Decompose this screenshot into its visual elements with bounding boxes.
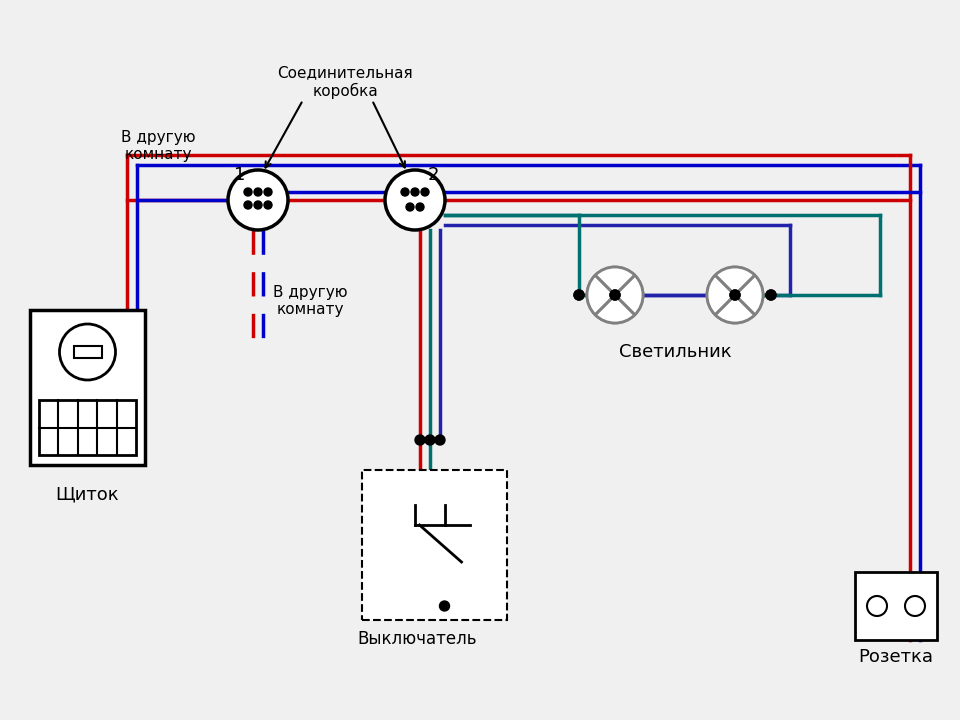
Bar xyxy=(39,400,136,455)
Circle shape xyxy=(416,203,424,211)
Bar xyxy=(855,572,937,640)
Circle shape xyxy=(766,290,776,300)
Circle shape xyxy=(574,290,584,300)
Text: Светильник: Светильник xyxy=(618,343,732,361)
Text: 1: 1 xyxy=(234,166,246,184)
Bar xyxy=(74,346,102,358)
Circle shape xyxy=(60,324,115,380)
Circle shape xyxy=(707,267,763,323)
Circle shape xyxy=(610,290,620,300)
Circle shape xyxy=(730,290,740,300)
Circle shape xyxy=(587,267,643,323)
Circle shape xyxy=(385,170,445,230)
Circle shape xyxy=(610,290,620,300)
Circle shape xyxy=(440,601,449,611)
Circle shape xyxy=(228,170,288,230)
Circle shape xyxy=(574,290,584,300)
Bar xyxy=(30,310,145,465)
Circle shape xyxy=(707,267,763,323)
Text: Розетка: Розетка xyxy=(858,648,933,666)
Text: Соединительная
коробка: Соединительная коробка xyxy=(277,65,413,99)
Text: В другую
комнату: В другую комнату xyxy=(121,130,195,163)
Circle shape xyxy=(411,188,419,196)
Circle shape xyxy=(766,290,776,300)
Circle shape xyxy=(730,290,740,300)
Circle shape xyxy=(867,596,887,616)
Bar xyxy=(362,470,507,620)
Text: 2: 2 xyxy=(427,166,439,184)
Circle shape xyxy=(435,435,445,445)
Text: Щиток: Щиток xyxy=(56,485,119,503)
Circle shape xyxy=(244,188,252,196)
Circle shape xyxy=(587,267,643,323)
Text: В другую
комнату: В другую комнату xyxy=(273,285,348,318)
Circle shape xyxy=(244,201,252,209)
Circle shape xyxy=(264,201,272,209)
Circle shape xyxy=(264,188,272,196)
Circle shape xyxy=(254,201,262,209)
Text: Выключатель: Выключатель xyxy=(357,630,476,648)
Circle shape xyxy=(415,435,425,445)
Circle shape xyxy=(421,188,429,196)
Circle shape xyxy=(905,596,925,616)
Circle shape xyxy=(254,188,262,196)
Circle shape xyxy=(401,188,409,196)
Circle shape xyxy=(406,203,414,211)
Circle shape xyxy=(425,435,435,445)
